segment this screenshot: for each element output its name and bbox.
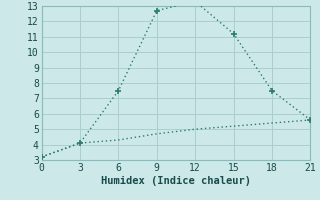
X-axis label: Humidex (Indice chaleur): Humidex (Indice chaleur) [101, 176, 251, 186]
